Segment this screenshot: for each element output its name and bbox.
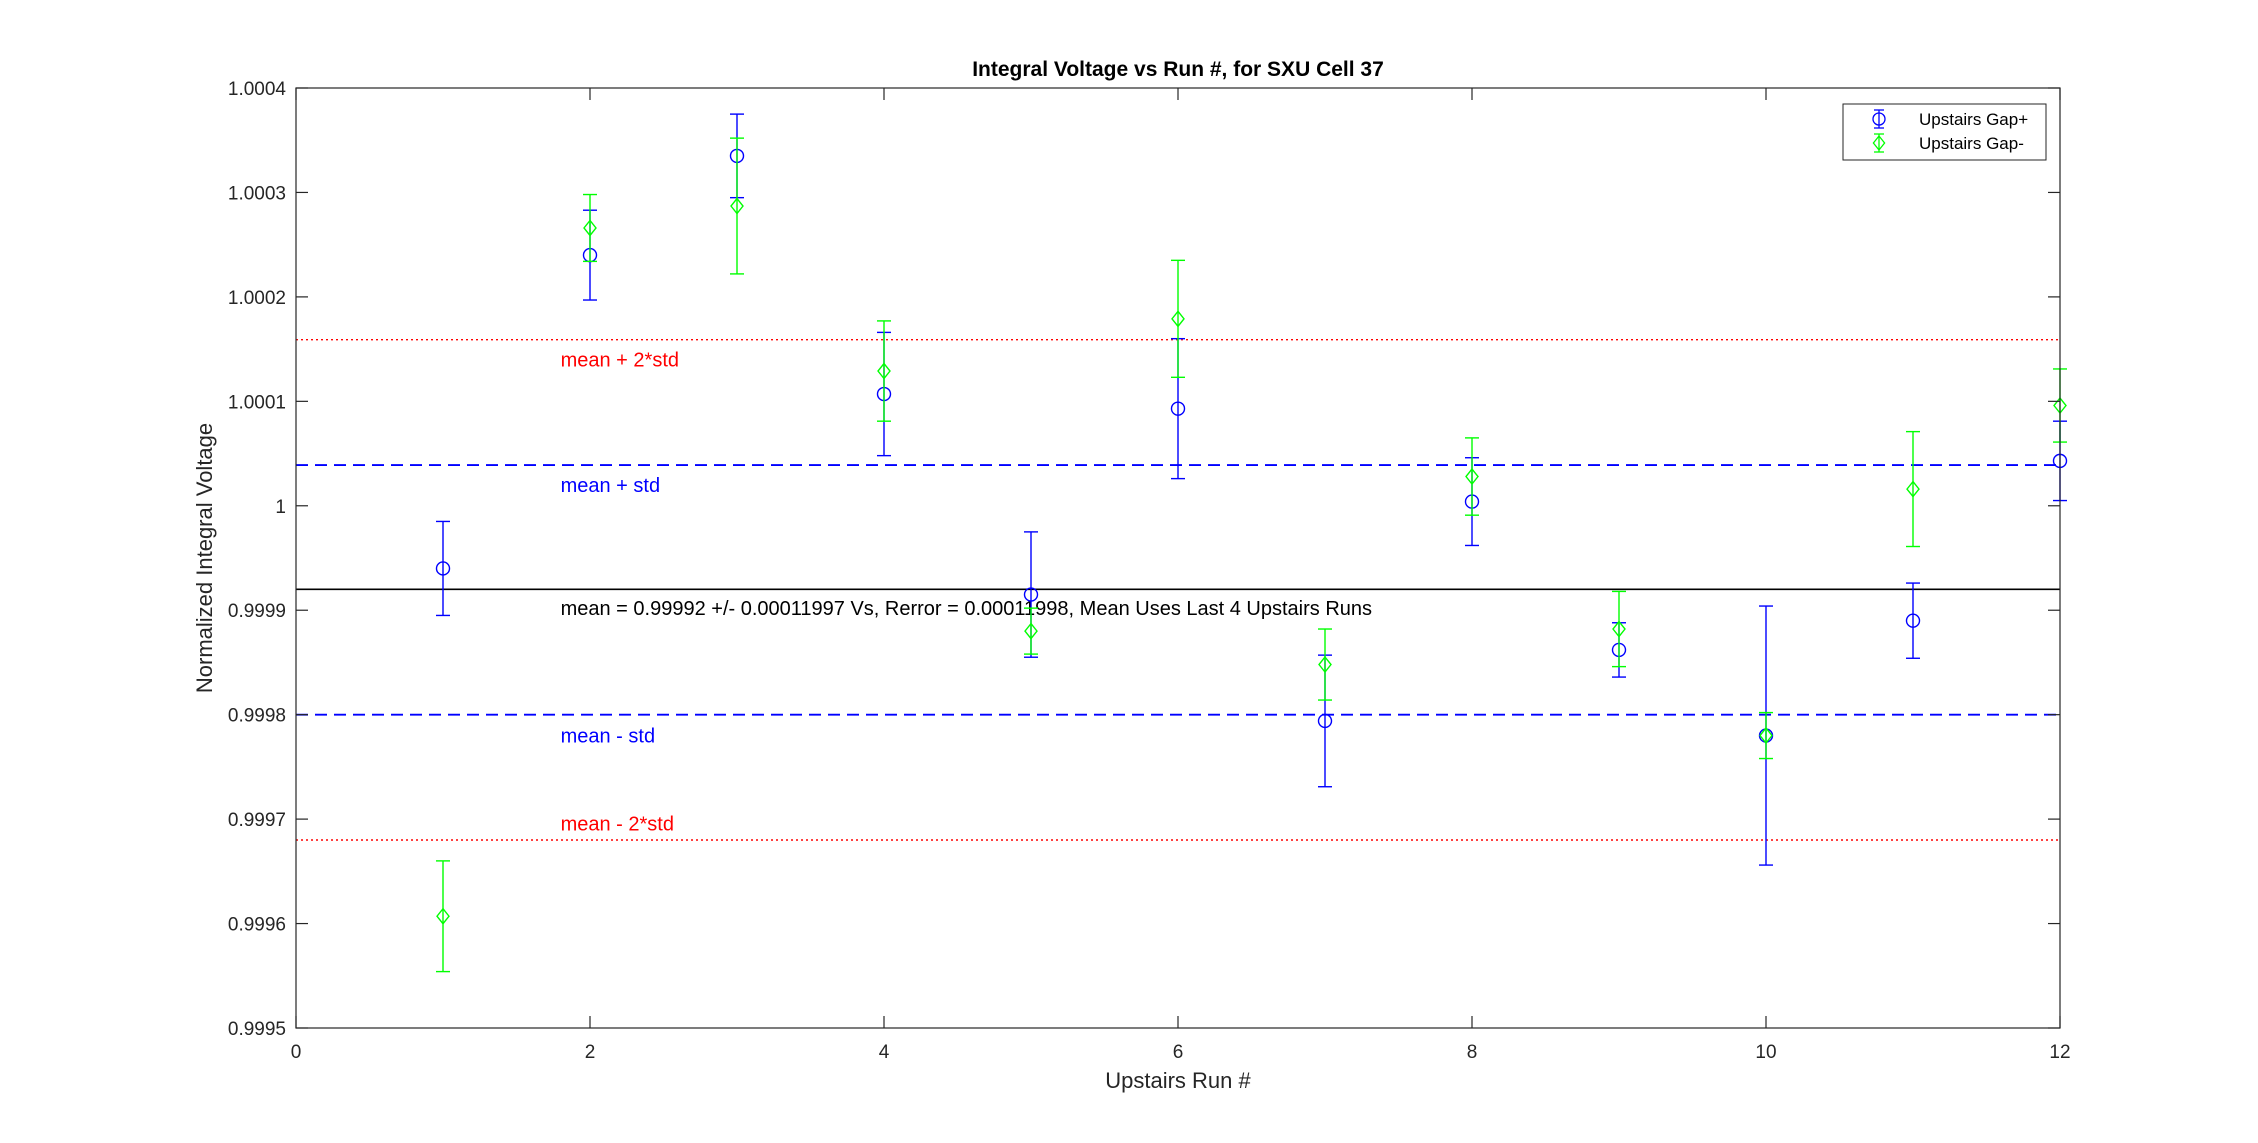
data-point (877, 362, 891, 380)
data-point (1317, 713, 1333, 729)
data-point (436, 907, 450, 925)
data-point (1318, 655, 1332, 674)
series-2 (436, 137, 2067, 973)
legend-label: Upstairs Gap- (1919, 134, 2024, 153)
x-axis-label: Upstairs Run # (1105, 1068, 1251, 1093)
x-tick-label: 10 (1755, 1042, 1776, 1063)
data-point (435, 561, 451, 576)
x-tick-label: 6 (1173, 1042, 1184, 1063)
chart-title: Integral Voltage vs Run #, for SXU Cell … (972, 58, 1384, 81)
y-tick-label: 1.0002 (228, 288, 286, 309)
data-point (583, 219, 597, 237)
y-tick-label: 1 (275, 497, 286, 518)
reference-line-label: mean + std (561, 475, 661, 497)
legend-marker (1872, 112, 1886, 126)
data-point (1170, 401, 1186, 416)
x-tick-label: 12 (2049, 1042, 2070, 1063)
legend: Upstairs Gap+ Upstairs Gap- (1842, 103, 2047, 161)
data-point (1905, 613, 1921, 628)
data-point (1171, 310, 1185, 328)
y-tick-label: 0.9996 (228, 915, 286, 936)
axes-layer: 0 2 4 6 8 10 12 0.9995 0.9996 0.9997 0.9998 0.9999 1… (228, 79, 2071, 1063)
data-point (1465, 467, 1479, 486)
y-tick-label: 1.0003 (228, 183, 286, 204)
y-tick-label: 0.9999 (228, 601, 286, 622)
y-tick-label: 1.0004 (228, 79, 287, 100)
x-tick-label: 2 (585, 1042, 596, 1063)
data-point (1023, 587, 1039, 602)
x-tick-label: 8 (1467, 1042, 1478, 1063)
plot-area (296, 88, 2060, 1028)
y-axis-label: Normalized Integral Voltage (192, 423, 217, 693)
data-point (1612, 620, 1626, 638)
reference-line-label: mean - std (561, 726, 655, 748)
data-point (1024, 622, 1038, 640)
x-tick-label: 4 (879, 1042, 890, 1063)
y-tick-label: 1.0001 (228, 392, 286, 413)
reference-line-label: mean = 0.99992 +/- 0.00011997 Vs, Rerror… (561, 598, 1372, 620)
data-point (1906, 480, 1920, 498)
reference-line-label: mean + 2*std (561, 350, 679, 372)
legend-marker (1872, 134, 1886, 152)
x-tick-label: 0 (291, 1042, 302, 1063)
y-tick-label: 0.9995 (228, 1019, 286, 1040)
y-tick-label: 0.9997 (228, 810, 286, 831)
data-point (730, 197, 744, 215)
legend-label: Upstairs Gap+ (1919, 110, 2028, 129)
y-tick-label: 0.9998 (228, 706, 286, 727)
series-layer (435, 113, 2068, 973)
reference-line-label: mean - 2*std (561, 813, 674, 835)
data-point (1759, 726, 1773, 745)
